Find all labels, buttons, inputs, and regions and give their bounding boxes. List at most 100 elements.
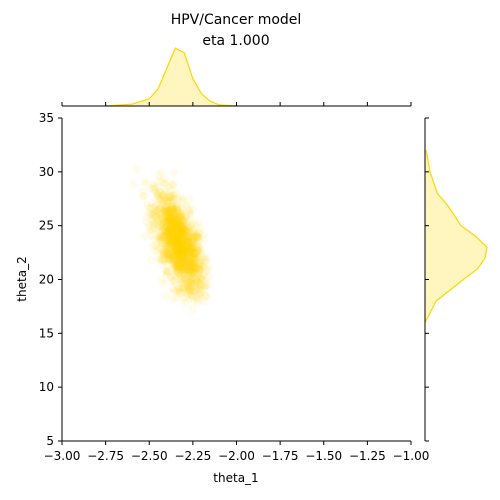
scatter-point [172, 241, 182, 250]
scatter-point [179, 237, 188, 246]
scatter-point [168, 228, 178, 238]
scatter-point [139, 192, 148, 201]
scatter-point [190, 268, 200, 277]
scatter-point [188, 279, 198, 288]
scatter-point [166, 209, 176, 218]
scatter-point [157, 214, 167, 223]
scatter-point [168, 260, 177, 269]
scatter-point [175, 268, 184, 278]
scatter-point [163, 206, 173, 215]
scatter-point [164, 259, 173, 269]
scatter-point [192, 292, 202, 301]
scatter-point [177, 241, 186, 250]
scatter-point [160, 224, 169, 233]
scatter-point [165, 215, 175, 224]
scatter-point [170, 194, 179, 203]
scatter-point [144, 226, 153, 235]
scatter-point [171, 203, 181, 212]
scatter-point [191, 266, 200, 275]
scatter-point [176, 229, 185, 238]
scatter-point [185, 233, 195, 243]
scatter-point [168, 208, 177, 217]
scatter-point [155, 171, 164, 180]
scatter-point [149, 219, 158, 228]
scatter-point [178, 228, 188, 237]
scatter-point [195, 278, 204, 287]
scatter-point [148, 199, 157, 208]
scatter-point [189, 295, 198, 304]
scatter-point [187, 259, 196, 268]
scatter-point [196, 274, 205, 283]
scatter-point [171, 243, 181, 252]
scatter-point [151, 201, 161, 211]
scatter-point [198, 251, 207, 261]
scatter-point [186, 251, 195, 261]
scatter-point [169, 220, 178, 230]
scatter-point [154, 216, 164, 225]
scatter-point [171, 241, 180, 250]
scatter-point [186, 282, 195, 292]
scatter-point [175, 274, 185, 283]
scatter-point [175, 237, 184, 246]
scatter-point [189, 232, 199, 242]
scatter-point [175, 259, 184, 268]
scatter-point [174, 246, 183, 255]
scatter-point [165, 229, 174, 239]
scatter-point [185, 271, 194, 280]
scatter-point [164, 211, 174, 220]
scatter-point [149, 215, 158, 225]
scatter-point [182, 203, 191, 212]
scatter-point [187, 267, 197, 276]
scatter-point [174, 238, 183, 247]
scatter-point [182, 246, 191, 256]
scatter-point [175, 244, 184, 253]
scatter-point [195, 258, 204, 267]
scatter-point [174, 239, 183, 248]
scatter-point [162, 208, 171, 218]
scatter-point [164, 215, 173, 224]
scatter-point [166, 225, 176, 234]
scatter-point [164, 216, 174, 226]
scatter-point [203, 265, 212, 274]
scatter-point [173, 216, 182, 225]
scatter-point [175, 259, 184, 268]
scatter-point [175, 246, 184, 255]
scatter-point [172, 250, 182, 259]
scatter-point [163, 196, 172, 205]
scatter-point [189, 256, 198, 265]
scatter-point [185, 246, 195, 255]
scatter-point [175, 247, 184, 256]
scatter-point [178, 229, 187, 238]
scatter-points [128, 165, 213, 315]
scatter-point [177, 212, 186, 221]
scatter-point [182, 238, 191, 247]
scatter-point [180, 276, 189, 285]
scatter-point [172, 245, 181, 255]
scatter-point [194, 243, 203, 252]
scatter-point [147, 216, 156, 225]
scatter-point [170, 287, 180, 296]
scatter-point [169, 261, 178, 270]
scatter-point [185, 257, 195, 266]
scatter-point [188, 250, 198, 259]
scatter-point [170, 253, 179, 262]
scatter-point [184, 248, 193, 257]
scatter-point [166, 222, 175, 231]
scatter-point [165, 217, 175, 227]
scatter-point [159, 225, 168, 235]
scatter-point [176, 278, 185, 288]
x-tick-label: −1.25 [349, 449, 386, 463]
scatter-point [166, 218, 176, 227]
scatter-point [197, 272, 207, 281]
scatter-point [145, 221, 154, 231]
scatter-point [186, 245, 195, 254]
axes: −3.00 −2.75 −2.50 −2.25 −2.00 −1.75 −1.50 −1.25… [39, 111, 430, 463]
scatter-point [192, 239, 201, 248]
scatter-point [171, 244, 181, 253]
scatter-point [158, 275, 167, 284]
scatter-point [173, 226, 183, 235]
scatter-point [167, 233, 177, 243]
scatter-point [169, 240, 179, 250]
scatter-point [158, 197, 168, 206]
scatter-point [168, 195, 178, 204]
